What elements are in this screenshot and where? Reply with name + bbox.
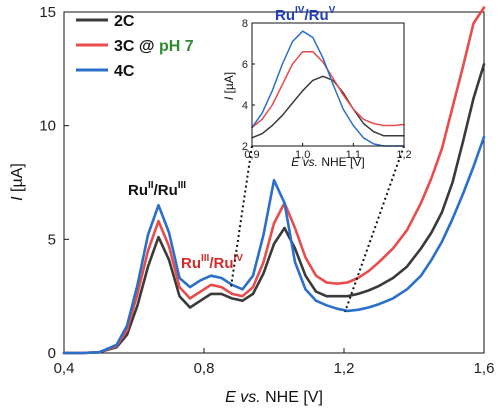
annotation-ru4-ru5: RuIV/RuV bbox=[275, 5, 336, 24]
inset-frame bbox=[251, 22, 405, 147]
inset-x-tick-label: 0,9 bbox=[244, 149, 259, 161]
inset-series-group bbox=[251, 30, 405, 147]
inset-series-4c bbox=[251, 30, 405, 147]
main-series-4c bbox=[62, 135, 486, 355]
main-series-3c bbox=[62, 6, 486, 355]
main-y-tick-label: 15 bbox=[39, 4, 56, 21]
main-x-tick-label: 1,2 bbox=[334, 360, 355, 377]
x-axis-label: E vs. NHE [V] bbox=[225, 389, 323, 406]
main-y-tick-label: 0 bbox=[48, 345, 56, 362]
annotation-ru2-ru3: RuII/RuIII bbox=[128, 180, 186, 199]
inset-background bbox=[252, 23, 404, 146]
zoom-connector-right bbox=[344, 145, 405, 313]
inset-axis-ticks: 0,9 1,0 1,1 1,2 2 4 6 8 bbox=[242, 18, 412, 161]
legend-label-2c: 2C bbox=[114, 13, 135, 30]
legend-ph-label: pH 7 bbox=[159, 38, 194, 55]
main-x-tick-label: 0,4 bbox=[54, 360, 75, 377]
main-y-tick-label: 5 bbox=[48, 231, 56, 248]
inset-y-tick-label: 6 bbox=[242, 59, 248, 71]
inset-y-axis-label: I [µA] bbox=[222, 72, 236, 100]
legend-label-3c: 3C @ pH 7 bbox=[114, 38, 194, 55]
inset-x-tick-label: 1,1 bbox=[346, 149, 361, 161]
inset-y-tick-label: 4 bbox=[242, 100, 248, 112]
main-x-tick-label: 0,8 bbox=[194, 360, 215, 377]
legend-label-4c: 4C bbox=[114, 63, 135, 80]
legend: 2C 3C @ pH 7 4C bbox=[76, 13, 194, 80]
main-series-2c bbox=[62, 63, 486, 355]
inset-y-tick-label: 8 bbox=[242, 18, 248, 30]
main-y-tick-label: 10 bbox=[39, 118, 56, 135]
annotation-ru3-ru4: RuIII/RuIV bbox=[181, 253, 243, 272]
main-x-tick-label: 1,6 bbox=[474, 360, 495, 377]
inset-x-tick-label: 1,0 bbox=[295, 149, 310, 161]
main-series-group bbox=[62, 6, 486, 355]
inset-series-2c bbox=[251, 75, 405, 139]
inset-y-tick-label: 2 bbox=[242, 141, 248, 153]
zoom-connector-left bbox=[230, 145, 253, 288]
main-plot-frame bbox=[63, 11, 485, 354]
y-axis-label: I [µA] bbox=[9, 163, 26, 201]
inset-x-tick-label: 1,2 bbox=[396, 149, 411, 161]
inset-x-axis-label: E vs. NHE [V] bbox=[291, 155, 364, 169]
